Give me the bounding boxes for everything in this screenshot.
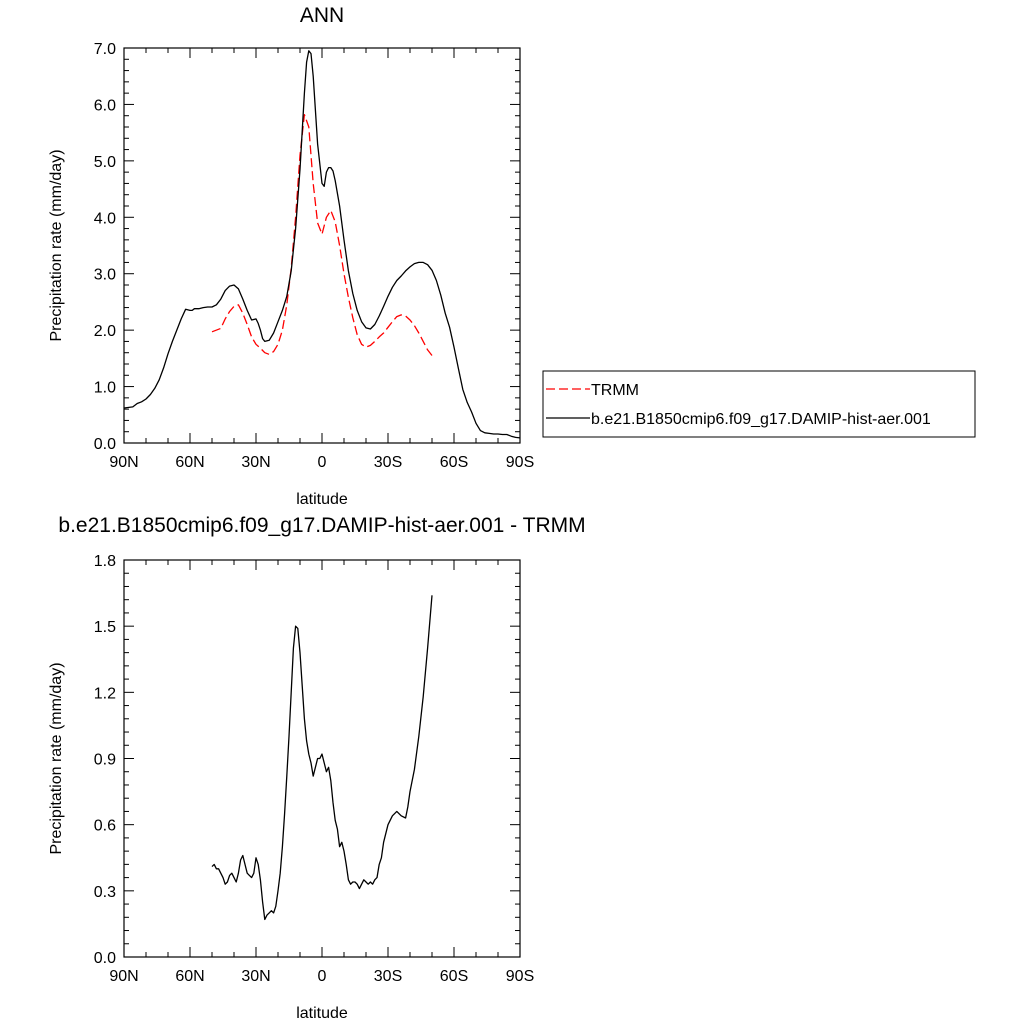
bottom-y-tick-label: 1.8 — [94, 553, 116, 570]
top-x-axis-label: latitude — [296, 491, 348, 508]
top-series-line-model — [123, 50, 521, 439]
top-x-tick-label: 60S — [440, 454, 468, 471]
bottom-x-tick-label: 0 — [318, 968, 327, 985]
top-y-tick-label: 2.0 — [94, 323, 116, 340]
top-panel: ANN 90N 60N 30N 0 30S 60S 90S 0.0 1.0 2.0 3.0 4.0 5.0… — [48, 4, 534, 508]
top-x-tick-label: 90N — [109, 454, 138, 471]
bottom-y-tick-label: 0.0 — [94, 950, 116, 967]
legend-label-model: b.e21.B1850cmip6.f09_g17.DAMIP-hist-aer.… — [591, 411, 931, 428]
bottom-x-tick-label: 90N — [109, 968, 138, 985]
bottom-series-line-model — [211, 595, 433, 921]
bottom-x-tick-label: 90S — [506, 968, 534, 985]
legend: TRMM b.e21.B1850cmip6.f09_g17.DAMIP-hist-… — [542, 370, 976, 438]
top-minor-ticks — [124, 48, 520, 443]
top-y-tick-label: 3.0 — [94, 267, 116, 284]
bottom-panel: b.e21.B1850cmip6.f09_g17.DAMIP-hist-aer.… — [48, 514, 586, 1022]
top-x-tick-label: 30S — [374, 454, 402, 471]
top-y-tick-label: 5.0 — [94, 154, 116, 171]
bottom-x-axis-label: latitude — [296, 1005, 348, 1022]
bottom-y-axis-label: Precipitation rate (mm/day) — [48, 662, 65, 854]
top-y-tick-label: 7.0 — [94, 41, 116, 58]
legend-box — [542, 370, 976, 438]
top-y-tick-label: 0.0 — [94, 436, 116, 453]
bottom-x-tick-label: 60N — [175, 968, 204, 985]
top-chart-title: ANN — [300, 4, 344, 27]
bottom-y-tick-label: 0.9 — [94, 752, 116, 769]
top-y-axis-label: Precipitation rate (mm/day) — [48, 149, 65, 341]
bottom-y-tick-label: 1.5 — [94, 619, 116, 636]
legend-label-trmm: TRMM — [591, 382, 639, 399]
top-y-tick-label: 6.0 — [94, 97, 116, 114]
bottom-x-tick-label: 30S — [374, 968, 402, 985]
bottom-x-tick-label: 60S — [440, 968, 468, 985]
top-x-tick-label: 0 — [318, 454, 327, 471]
top-series-line-trmm — [211, 113, 433, 356]
top-y-tick-label: 4.0 — [94, 210, 116, 227]
bottom-chart-title: b.e21.B1850cmip6.f09_g17.DAMIP-hist-aer.… — [58, 514, 585, 537]
bottom-y-tick-label: 1.2 — [94, 685, 116, 702]
top-x-tick-label: 90S — [506, 454, 534, 471]
top-x-tick-label: 60N — [175, 454, 204, 471]
top-plot-frame — [123, 47, 521, 444]
top-y-tick-label: 1.0 — [94, 380, 116, 397]
bottom-y-tick-label: 0.6 — [94, 818, 116, 835]
bottom-plot-frame — [123, 559, 521, 958]
bottom-minor-ticks — [124, 560, 520, 957]
top-x-tick-label: 30N — [241, 454, 270, 471]
bottom-y-tick-label: 0.3 — [94, 884, 116, 901]
bottom-x-tick-label: 30N — [241, 968, 270, 985]
